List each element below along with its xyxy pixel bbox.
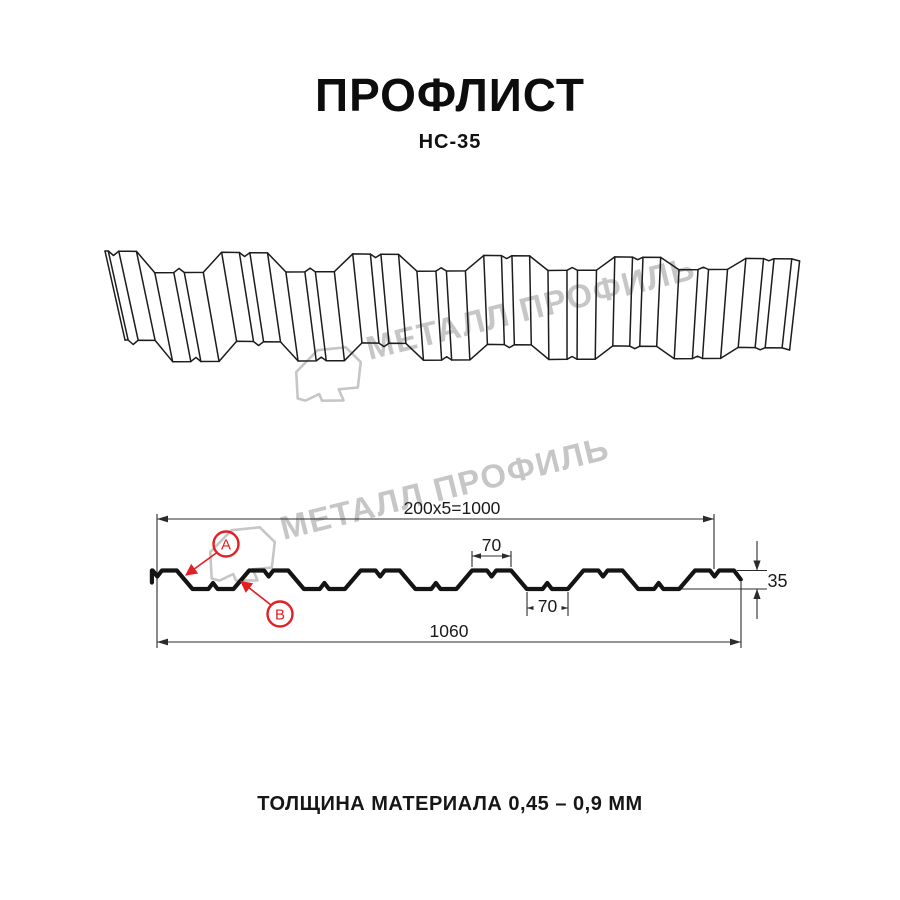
metall-profil-logo-icon bbox=[294, 345, 363, 402]
point-b-circle bbox=[266, 600, 294, 628]
profile-model-label: НС-35 bbox=[418, 131, 482, 153]
dimension-labels: 200x5=1000 70 70 1060 35 bbox=[404, 498, 788, 641]
pointer-b-arrow bbox=[240, 580, 272, 606]
label-backplate bbox=[533, 595, 562, 613]
page-title: ПРОФЛИСТ bbox=[315, 69, 585, 121]
thickness-note: ТОЛЩИНА МАТЕРИАЛА 0,45 – 0,9 ММ bbox=[257, 793, 643, 815]
point-b-label: В bbox=[275, 607, 285, 624]
dim-label-rib-bottom: 70 bbox=[538, 596, 558, 616]
header: ПРОФЛИСТ НС-35 bbox=[0, 0, 900, 152]
point-a-circle bbox=[212, 530, 240, 558]
dim-label-module-width: 200x5=1000 bbox=[404, 498, 501, 518]
pointer-a-arrow bbox=[185, 551, 218, 576]
watermark-text: МЕТАЛЛ ПРОФИЛЬ bbox=[276, 429, 613, 547]
profile-3d-drawing bbox=[104, 250, 801, 363]
dimension-annotations bbox=[156, 514, 767, 648]
dim-label-height: 35 bbox=[768, 571, 788, 591]
point-labels: А В bbox=[185, 530, 294, 628]
diagram-canvas: МЕТАЛЛ ПРОФИЛЬ МЕТАЛЛ ПРОФИЛЬ bbox=[104, 249, 801, 648]
cross-section-profile bbox=[149, 568, 743, 592]
dim-label-rib-top: 70 bbox=[482, 535, 502, 555]
dim-label-total-width: 1060 bbox=[430, 621, 469, 641]
point-a-label: А bbox=[221, 537, 231, 554]
